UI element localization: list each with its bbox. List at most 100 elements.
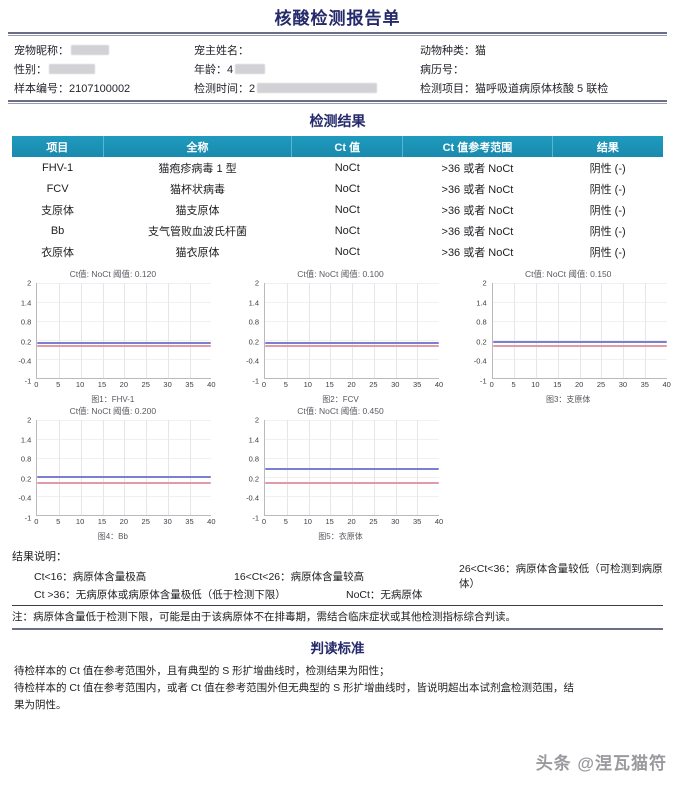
table-row: FHV-1 猫疱疹病毒 1 型 NoCt >36 或者 NoCt 阴性 (-) [12,157,663,178]
x-tick-label: 40 [434,380,444,389]
x-tick-label: 30 [163,380,172,389]
grid-line-vertical [59,420,61,515]
series-amplification-blue [265,342,439,345]
x-tick-label: 5 [511,380,516,389]
x-tick-label: 25 [369,380,378,389]
x-tick-label: 0 [261,517,267,526]
meta-field-record-no: 病历号： [420,61,661,77]
results-section-title: 检测结果 [309,113,366,129]
grid-line-vertical [102,420,104,515]
y-tick-label: -0.4 [18,493,32,503]
cell-ct: NoCt [334,203,360,216]
note-item: Ct >36：无病原体或病原体含量极低（低于检测下限） [34,588,286,601]
grid-line-vertical [286,283,288,378]
note-item: 16<Ct<26：病原体含量较高 [234,570,365,583]
redacted-value [235,63,266,74]
series-amplification-red [37,481,212,484]
x-tick-label: 20 [347,517,356,526]
chart-chlamydia: Ct值: NoCt 阈值: 0.450 2 1.4 0.8 0.2 -0.4 -1 0 5 1… [234,405,448,542]
x-tick-label: 35 [185,380,194,389]
meta-label: 检测项目：猫呼吸道病原体核酸 5 联检 [420,82,609,95]
meta-label: 病历号： [420,63,464,76]
meta-row: 样本编号：2107100002 检测时间：2 检测项目：猫呼吸道病原体核酸 5 … [14,78,661,97]
grid-line-vertical [167,283,169,378]
note-item: Ct<16：病原体含量极高 [34,570,147,583]
chart-caption: 图2：FCV [322,395,359,404]
x-tick-label: 0 [489,380,494,389]
chart-caption: 图5：衣原体 [318,532,363,541]
chart-mycoplasma: Ct值: NoCt 阈值: 0.150 2 1.4 0.8 0.2 -0.4 -1 0 5 1… [461,268,675,405]
y-tick-label: -1 [24,376,32,386]
meta-field-pet-name: 宠物昵称： [14,42,194,58]
y-tick-label: 0.8 [476,317,487,327]
cell-item: Bb [50,224,65,237]
chart-row-1: Ct值: NoCt 阈值: 0.120 2 1.4 0.8 0.2 -0.4 -1 0 5 1… [0,268,675,405]
y-tick-label: 1.4 [248,435,259,445]
watermark: 头条 @涅瓦猫符 [535,754,667,773]
col-header-full-name: 全称 [103,136,293,157]
y-axis: 2 1.4 0.8 0.2 -0.4 -1 [238,279,262,386]
results-table: 项目 全称 Ct 值 Ct 值参考范围 结果 FHV-1 猫疱疹病毒 1 型 N… [12,136,663,262]
x-tick-label: 30 [618,380,628,389]
y-tick-label: 0.2 [248,337,259,347]
patient-meta-block: 宠物昵称： 宠主姓名： 动物种类：猫 性别： 年龄：4 病历号： [0,36,675,100]
grid-line-vertical [579,283,581,378]
meta-row: 性别： 年龄：4 病历号： [14,59,661,78]
cell-ref: >36 或者 NoCt [441,183,514,196]
x-tick-label: 10 [303,517,312,526]
x-tick-label: 40 [207,380,216,389]
chart-title: Ct值: NoCt 阈值: 0.150 [524,269,612,279]
y-axis: 2 1.4 0.8 0.2 -0.4 -1 [10,279,34,386]
notes-footnote: 注：病原体含量低于检测下限，可能是由于该病原体不在排毒期，需结合临床症状或其他检… [12,611,516,623]
col-header-result: 结果 [552,136,663,157]
plot-canvas [36,420,212,516]
x-tick-label: 5 [56,380,61,389]
chart-title: Ct值: NoCt 阈值: 0.450 [297,406,384,416]
chart-title: Ct值: NoCt 阈值: 0.100 [297,269,384,279]
x-tick-label: 0 [261,380,267,389]
x-tick-label: 30 [163,517,172,526]
y-tick-label: 0.8 [20,317,32,327]
y-tick-label: 0.2 [476,337,487,347]
cell-ref: >36 或者 NoCt [441,162,514,175]
cell-item: FHV-1 [41,161,74,174]
col-header-ct: Ct 值 [291,136,404,157]
y-tick-label: 1.4 [20,435,32,445]
x-tick-label: 10 [531,380,540,389]
x-tick-label: 15 [97,380,107,389]
notes-divider [12,605,663,606]
x-tick-label: 5 [283,517,288,526]
grid-line-vertical [59,283,61,378]
notes-line-1: Ct<16：病原体含量极高 16<Ct<26：病原体含量较高 26<Ct<36：… [12,563,663,590]
results-table-body: FHV-1 猫疱疹病毒 1 型 NoCt >36 或者 NoCt 阴性 (-) … [12,157,663,262]
x-tick-label: 10 [303,380,312,389]
x-tick-label: 20 [119,517,128,526]
cell-ct: NoCt [334,182,360,195]
x-tick-label: 0 [34,517,39,526]
notes-heading: 结果说明： [12,551,67,563]
chart-placeholder [461,405,675,542]
plot-canvas [491,283,667,379]
cell-ref: >36 或者 NoCt [441,204,514,217]
meta-field-gender: 性别： [14,61,194,77]
y-tick-label: 1.4 [20,298,32,308]
meta-field-test-time: 检测时间：2 [194,80,420,96]
grid-line-vertical [373,420,375,515]
criteria-line-1: 待检样本的 Ct 值在参考范围外，且有典型的 S 形扩增曲线时，检测结果为阳性； [14,665,390,677]
meta-label: 动物种类：猫 [420,44,486,57]
grid-line-vertical [189,283,191,378]
cell-full-name: 猫杯状病毒 [170,183,226,196]
chart-title: Ct值: NoCt 阈值: 0.120 [69,269,157,279]
grid-line-vertical [644,283,646,378]
cell-ct: NoCt [334,161,360,174]
chart-caption: 图4：Bb [97,532,128,541]
plot-area: 2 1.4 0.8 0.2 -0.4 -1 0 5 10 15 20 25 30 35 40 [10,416,215,530]
y-tick-label: 2 [482,278,487,288]
x-axis: 0 5 10 15 20 25 30 35 40 [34,517,215,530]
y-tick-label: -0.4 [246,356,259,366]
cell-ct: NoCt [334,224,360,237]
note-item: 26<Ct<36：病原体含量较低（可检测到病原体） [459,563,663,590]
notes-divider-thick [12,628,663,630]
plot-area: 2 1.4 0.8 0.2 -0.4 -1 0 5 10 15 20 25 30 35 40 [238,279,444,393]
